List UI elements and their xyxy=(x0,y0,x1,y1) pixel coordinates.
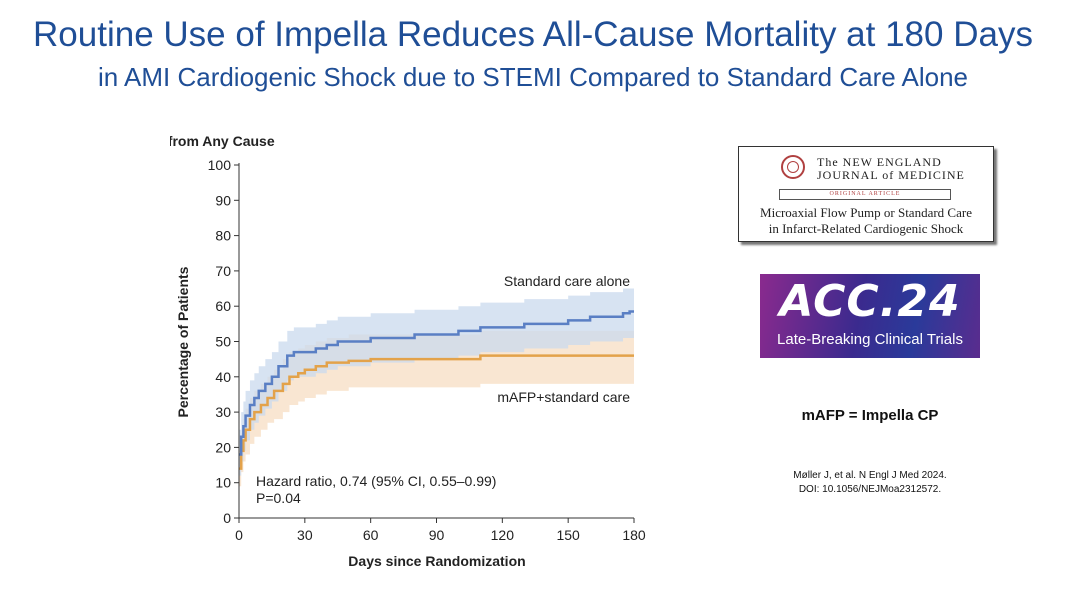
y-tick-label: 30 xyxy=(215,404,231,420)
nejm-journal-name-line1: The NEW ENGLAND xyxy=(817,155,942,169)
nejm-article-card: The NEW ENGLAND JOURNAL of MEDICINE ORIG… xyxy=(738,146,994,242)
acc24-subtitle: Late-Breaking Clinical Trials xyxy=(777,331,963,348)
y-tick-label: 50 xyxy=(215,334,231,350)
x-tick-label: 180 xyxy=(622,527,646,543)
nejm-seal-icon xyxy=(781,155,805,179)
x-tick-label: 150 xyxy=(556,527,580,543)
y-tick-label: 90 xyxy=(215,192,231,208)
plot-area: 0 10 20 30 40 50 60 70 80 90 100 0 30 60 90 120 150 180 xyxy=(208,157,646,543)
nejm-section-label: ORIGINAL ARTICLE xyxy=(779,189,951,200)
legend-mafp: mAFP+standard care xyxy=(497,389,630,405)
y-tick-label: 60 xyxy=(215,298,231,314)
nejm-journal-name-line2: JOURNAL of MEDICINE xyxy=(817,168,965,182)
mafp-definition-note: mAFP = Impella CP xyxy=(801,407,939,424)
y-tick-label: 20 xyxy=(215,439,231,455)
y-tick-label: 80 xyxy=(215,228,231,244)
y-tick-label: 40 xyxy=(215,369,231,385)
y-tick-label: 100 xyxy=(208,157,232,173)
x-axis-label: Days since Randomization xyxy=(348,553,525,569)
citation-line2: DOI: 10.1056/NEJMoa2312572. xyxy=(798,484,942,495)
x-tick-label: 60 xyxy=(363,527,379,543)
x-tick-label: 90 xyxy=(429,527,445,543)
y-tick-label: 0 xyxy=(223,510,231,526)
km-line-series-1 xyxy=(239,354,634,470)
slide-title: Routine Use of Impella Reduces All-Cause… xyxy=(33,15,1033,54)
y-axis-label: Percentage of Patients xyxy=(175,266,191,417)
acc24-logo: ACC.24 xyxy=(779,276,961,327)
p-value-annotation: P=0.04 xyxy=(256,490,301,506)
citation-line1: Møller J, et al. N Engl J Med 2024. xyxy=(793,470,947,481)
ci-band-series-0 xyxy=(239,288,634,476)
chart-title: Death from Any Cause xyxy=(170,133,275,149)
nejm-article-title-line2: in Infarct-Related Cardiogenic Shock xyxy=(768,221,964,236)
x-tick-label: 120 xyxy=(491,527,515,543)
x-tick-label: 30 xyxy=(297,527,313,543)
hazard-ratio-annotation: Hazard ratio, 0.74 (95% CI, 0.55–0.99) xyxy=(256,473,496,489)
km-line-series-0 xyxy=(239,310,634,456)
nejm-article-title-line1: Microaxial Flow Pump or Standard Care xyxy=(760,205,972,220)
y-tick-label: 70 xyxy=(215,263,231,279)
acc24-badge: ACC.24 Late-Breaking Clinical Trials xyxy=(760,274,980,358)
x-tick-label: 0 xyxy=(235,527,243,543)
y-tick-label: 10 xyxy=(215,475,231,491)
slide-subtitle: in AMI Cardiogenic Shock due to STEMI Co… xyxy=(97,62,969,92)
legend-standard-care: Standard care alone xyxy=(504,273,630,289)
km-curve-chart: Death from Any Cause 0 10 20 30 40 50 60 70 80 90… xyxy=(170,133,646,569)
